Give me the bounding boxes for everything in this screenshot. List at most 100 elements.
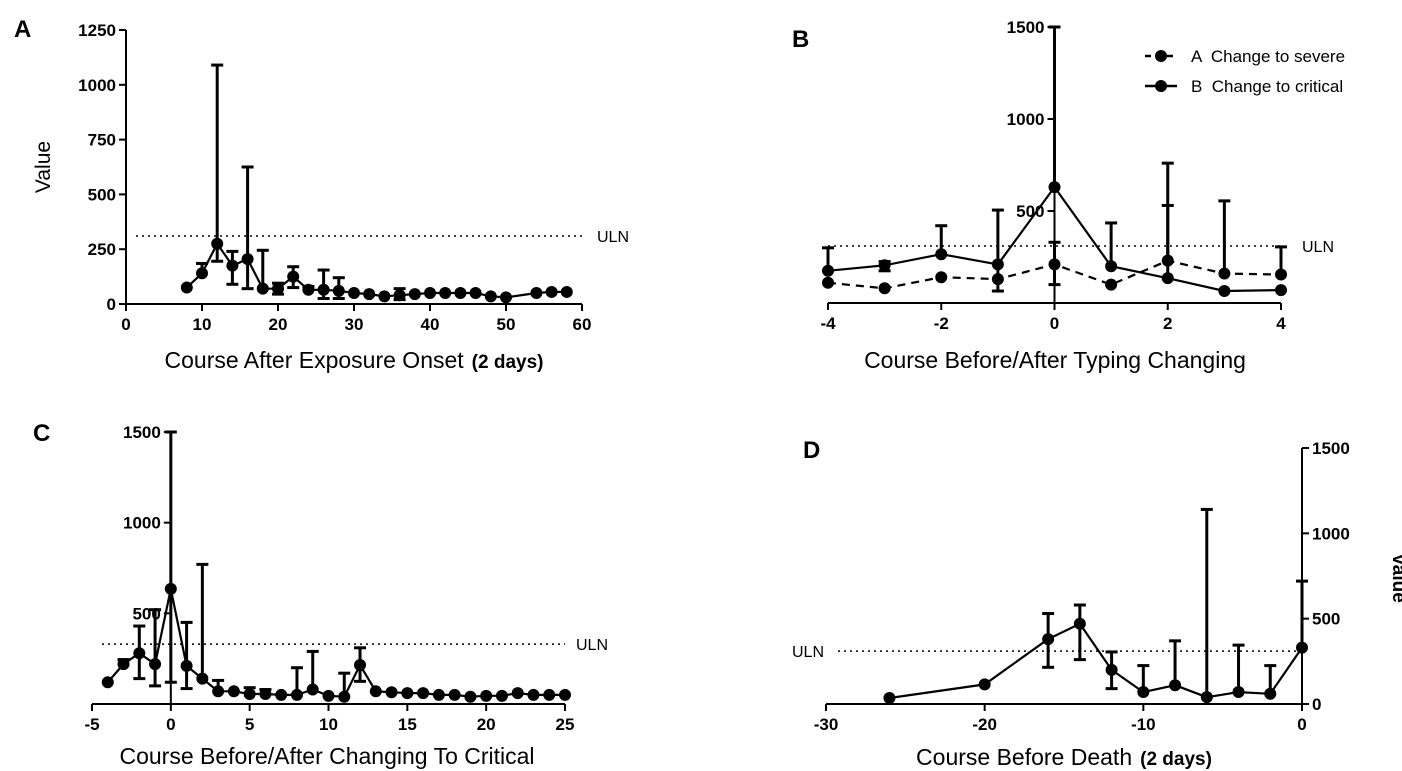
y-tick-label: 0 (1312, 695, 1321, 714)
x-tick-label: 0 (1050, 314, 1059, 333)
uln-label: ULN (1302, 239, 1334, 256)
data-point (164, 582, 177, 595)
x-axis-title: Course Before Death (2 days) (916, 744, 1212, 770)
data-point (256, 282, 269, 295)
data-point (1161, 272, 1174, 285)
data-point (211, 237, 224, 250)
y-tick-label: 250 (88, 240, 116, 259)
data-point (332, 284, 345, 297)
data-point (1048, 258, 1061, 271)
data-point (439, 287, 452, 300)
data-point (290, 688, 303, 701)
data-point (243, 688, 256, 701)
data-point (287, 270, 300, 283)
data-point (1169, 679, 1182, 692)
data-point (484, 290, 497, 303)
panel-letter: C (33, 420, 50, 447)
data-point (1137, 686, 1150, 699)
uln-label: ULN (597, 229, 629, 246)
x-tick-label: 25 (556, 715, 575, 734)
y-tick-label: 1500 (1007, 18, 1045, 37)
x-tick-label: 30 (345, 315, 364, 334)
data-point (117, 658, 130, 671)
x-tick-label: 0 (1297, 715, 1306, 734)
data-point (878, 259, 891, 272)
series-line (106, 588, 565, 698)
data-point (1042, 633, 1055, 646)
x-tick-label: 10 (319, 715, 338, 734)
panel-letter: A (14, 16, 31, 43)
data-point (935, 271, 948, 284)
data-point (212, 685, 225, 698)
x-tick-label: -2 (934, 314, 949, 333)
data-point (991, 258, 1004, 271)
legend: A Change to severe B Change to critical (1145, 47, 1345, 96)
y-tick-label: 1500 (123, 423, 161, 442)
y-tick-label: 750 (88, 131, 116, 150)
data-point (275, 688, 288, 701)
x-tick-label: -20 (972, 715, 997, 734)
data-point (302, 283, 315, 296)
data-point (1048, 181, 1061, 194)
data-point (354, 659, 367, 672)
data-point (1200, 691, 1213, 704)
x-axis-title: Course Before/After Typing Changing (864, 347, 1246, 373)
data-point (317, 283, 330, 296)
series-2 (822, 25, 1287, 298)
data-point (1105, 260, 1118, 273)
data-point (101, 676, 114, 689)
panel-letter: D (803, 437, 820, 464)
x-tick-label: 0 (166, 715, 175, 734)
data-point (530, 287, 543, 300)
y-tick-label: 500 (88, 185, 116, 204)
data-point (363, 288, 376, 301)
chart-panel-a: A 0 10 20 30 40 50 60 0 250 500 750 1000 1250 ULN Cours… (14, 16, 629, 373)
data-point (480, 689, 493, 702)
data-point (393, 289, 406, 302)
x-tick-label: 15 (398, 715, 417, 734)
data-point (1218, 267, 1231, 280)
data-point (196, 267, 208, 280)
y-tick-label: 500 (132, 604, 160, 623)
x-axis-title: Course After Exposure Onset (2 days) (165, 347, 544, 373)
data-point (227, 685, 240, 698)
data-point (543, 688, 556, 701)
legend-entry-label: B Change to critical (1191, 77, 1343, 96)
data-point (196, 672, 209, 685)
data-point (511, 687, 524, 700)
data-point (1218, 285, 1231, 298)
data-point (259, 688, 272, 701)
y-axis-title: Value (32, 141, 55, 193)
y-tick-label: 1250 (78, 21, 116, 40)
x-tick-label: -30 (814, 715, 839, 734)
data-point (1275, 284, 1287, 297)
chart-panel-c: C -5 0 5 10 15 20 25 500 1000 1500 ULN Course Before… (33, 420, 608, 769)
data-point (464, 690, 477, 703)
x-tick-label: 40 (421, 315, 440, 334)
legend-swatch-marker (1155, 50, 1167, 62)
legend-entry-label: A Change to severe (1191, 47, 1345, 66)
x-tick-label: -4 (820, 314, 836, 333)
x-tick-label: 5 (245, 715, 254, 734)
data-point (527, 688, 540, 701)
y-tick-label: 1000 (78, 76, 116, 95)
y-tick-label: 1000 (1312, 524, 1350, 543)
x-tick-label: 10 (193, 315, 212, 334)
data-point (822, 264, 834, 277)
data-point (878, 282, 891, 295)
data-point (272, 282, 284, 295)
x-tick-label: 20 (477, 715, 496, 734)
data-point (401, 687, 414, 700)
data-point (432, 688, 445, 701)
y-tick-label: 500 (1016, 202, 1044, 221)
data-point (1296, 641, 1308, 654)
data-point (417, 687, 430, 700)
data-point (1073, 617, 1086, 630)
data-point (149, 658, 162, 671)
data-point (500, 291, 512, 304)
data-point (424, 287, 436, 300)
y-tick-label: 0 (107, 295, 116, 314)
y-tick-label: 1000 (123, 514, 161, 533)
data-point (241, 253, 254, 266)
